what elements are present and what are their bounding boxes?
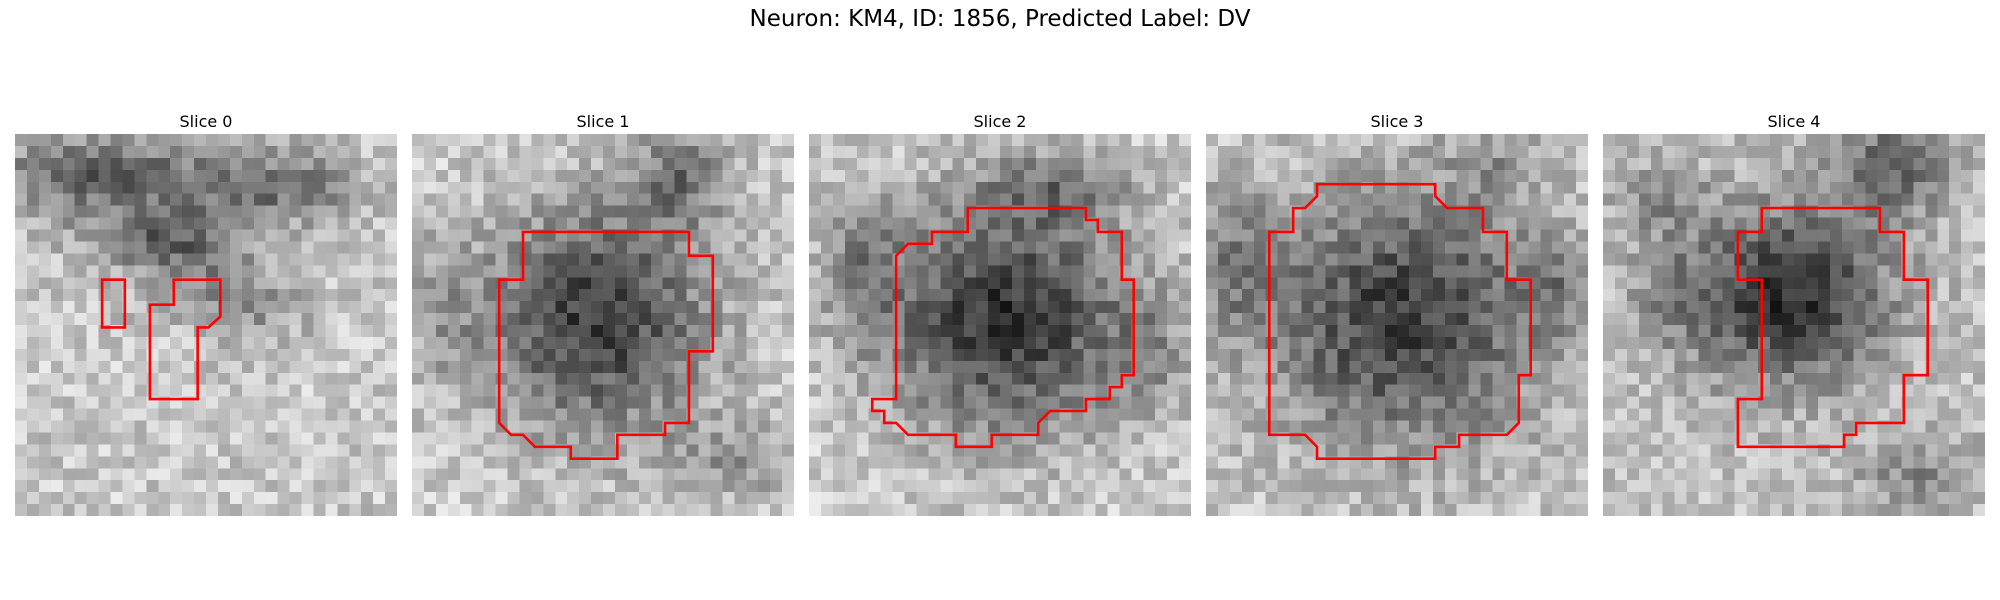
slice-image bbox=[412, 134, 794, 516]
slice-title: Slice 2 bbox=[973, 112, 1027, 131]
roi-contour bbox=[1603, 134, 1985, 516]
slice-panel-3: Slice 3 bbox=[1206, 110, 1588, 516]
slice-image bbox=[15, 134, 397, 516]
slice-panel-4: Slice 4 bbox=[1603, 110, 1985, 516]
slice-title: Slice 4 bbox=[1767, 112, 1821, 131]
slice-title: Slice 0 bbox=[179, 112, 233, 131]
slice-panel-1: Slice 1 bbox=[412, 110, 794, 516]
slice-image bbox=[1603, 134, 1985, 516]
slice-title: Slice 1 bbox=[576, 112, 630, 131]
figure-title: Neuron: KM4, ID: 1856, Predicted Label: … bbox=[749, 6, 1251, 32]
roi-contour bbox=[1206, 134, 1588, 516]
slice-image bbox=[809, 134, 1191, 516]
roi-contour bbox=[15, 134, 397, 516]
slice-title: Slice 3 bbox=[1370, 112, 1424, 131]
roi-contour bbox=[412, 134, 794, 516]
roi-contour bbox=[809, 134, 1191, 516]
slice-panel-2: Slice 2 bbox=[809, 110, 1191, 516]
slice-panel-0: Slice 0 bbox=[15, 110, 397, 516]
